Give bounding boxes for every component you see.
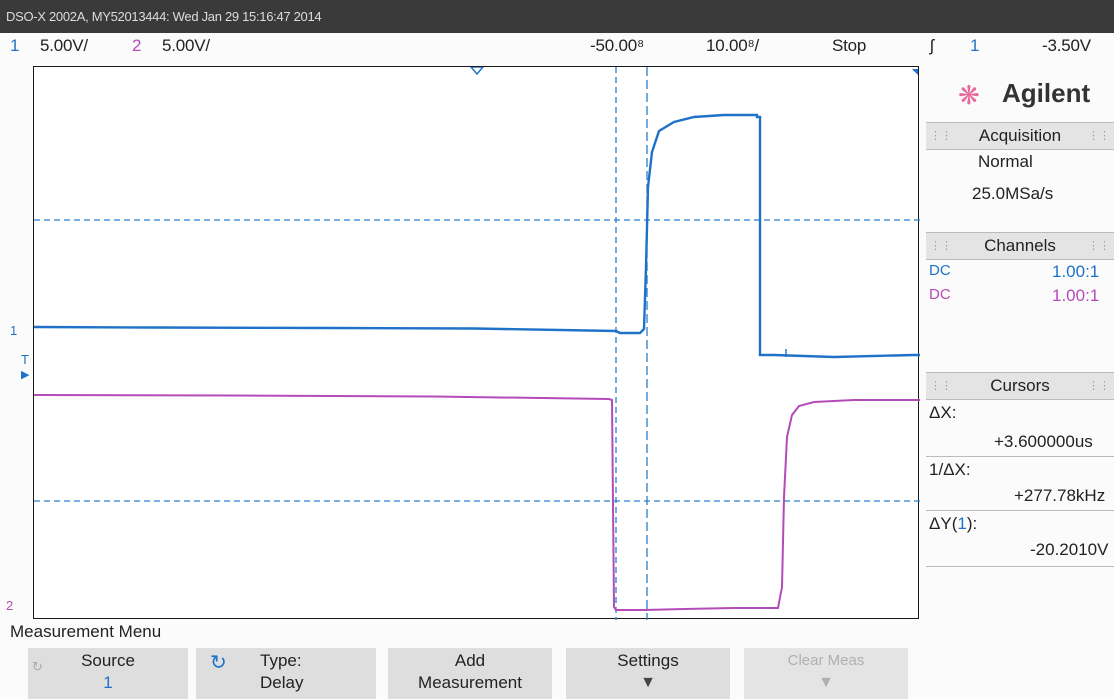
grip-icon: ⋮⋮	[1088, 380, 1110, 392]
settings-softkey-label: Settings	[617, 651, 679, 670]
ch1-ground-marker[interactable]: 1	[10, 323, 18, 338]
time-scale[interactable]: 10.00⁸/	[706, 36, 760, 55]
submenu-arrow-icon: ▼	[818, 674, 834, 691]
cursor-dy-suffix: ):	[966, 514, 978, 533]
run-state[interactable]: Stop	[832, 36, 867, 55]
waveform-canvas	[34, 67, 920, 620]
screen-corner-marker	[912, 69, 918, 75]
ch1-probe: 1.00:1	[1052, 262, 1100, 281]
type-softkey-label: Type:	[260, 651, 302, 670]
ch1-scale[interactable]: 5.00V/	[40, 36, 88, 55]
divider	[926, 456, 1114, 457]
acquisition-heading-label: Acquisition	[978, 126, 1062, 145]
submenu-arrow-icon: ▼	[640, 674, 656, 691]
type-softkey-value: Delay	[260, 673, 304, 692]
info-sidebar	[926, 66, 1114, 619]
settings-softkey[interactable]: Settings ▼	[566, 648, 730, 699]
cursor-inv-dx-label: 1/ΔX:	[929, 460, 971, 479]
trigger-level[interactable]: -3.50V	[1042, 36, 1091, 55]
ch2-scale[interactable]: 5.00V/	[162, 36, 210, 55]
time-offset[interactable]: -50.00⁸	[590, 36, 644, 55]
acquisition-heading[interactable]: ⋮⋮ Acquisition ⋮⋮	[926, 122, 1114, 150]
grip-icon: ⋮⋮	[1088, 130, 1110, 142]
trigger-level-marker[interactable]: T	[21, 352, 29, 367]
add-softkey-value: Measurement	[418, 673, 522, 692]
ch1-number[interactable]: 1	[10, 36, 20, 55]
grip-icon: ⋮⋮	[930, 240, 952, 252]
divider	[926, 566, 1114, 567]
clear-meas-softkey[interactable]: Clear Meas ▼	[744, 648, 908, 699]
measurement-menu-title: Measurement Menu	[10, 622, 162, 641]
grip-icon: ⋮⋮	[930, 130, 952, 142]
acquisition-rate: 25.0MSa/s	[972, 184, 1054, 203]
cursor-dx-label: ΔX:	[929, 403, 957, 422]
trigger-source[interactable]: 1	[970, 36, 980, 55]
grip-icon: ⋮⋮	[930, 380, 952, 392]
ch2-trace	[34, 394, 920, 611]
type-softkey[interactable]: ↻ Type: Delay	[196, 648, 376, 699]
cursor-inv-dx-value: +277.78kHz	[1014, 486, 1106, 505]
ch2-probe: 1.00:1	[1052, 286, 1100, 305]
trigger-position-marker	[470, 67, 484, 76]
cursors-heading-label: Cursors	[990, 376, 1050, 395]
grip-icon: ⋮⋮	[1088, 240, 1110, 252]
cursor-dx-value: +3.600000us	[994, 432, 1093, 451]
cursor-dy-value: -20.2010V	[1030, 540, 1109, 559]
window-title-bar: DSO-X 2002A, MY52013444: Wed Jan 29 15:1…	[0, 0, 1114, 33]
channels-heading[interactable]: ⋮⋮ Channels ⋮⋮	[926, 232, 1114, 260]
softkey-knob-icon: ↻	[32, 659, 43, 674]
ch1-trace	[34, 113, 920, 359]
cursors-heading[interactable]: ⋮⋮ Cursors ⋮⋮	[926, 372, 1114, 400]
agilent-spark-icon: ❋	[958, 80, 980, 110]
source-softkey-label: Source	[81, 651, 135, 670]
trigger-level-arrow-icon: ▶	[21, 369, 30, 381]
acquisition-mode: Normal	[978, 152, 1033, 171]
source-softkey-value: 1	[103, 673, 113, 692]
add-softkey-label: Add	[454, 651, 486, 670]
ch2-number[interactable]: 2	[132, 36, 142, 55]
softkey-knob-icon: ↻	[210, 652, 227, 674]
clear-softkey-label: Clear Meas	[787, 652, 865, 669]
cursor-dy-channel: 1	[957, 514, 967, 533]
brand-logo: Agilent	[1002, 78, 1091, 108]
ch1-coupling: DC	[929, 262, 951, 279]
channels-heading-label: Channels	[984, 236, 1056, 255]
add-measurement-softkey[interactable]: Add Measurement	[388, 648, 552, 699]
trigger-edge-icon: ʃ	[930, 36, 934, 55]
ch2-coupling: DC	[929, 286, 951, 303]
ch2-ground-marker[interactable]: 2	[6, 598, 14, 613]
source-softkey[interactable]: ↻ Source 1	[28, 648, 188, 699]
divider	[926, 510, 1114, 511]
waveform-display[interactable]	[33, 66, 920, 620]
cursor-dy-label: ΔY(1):	[929, 514, 977, 534]
cursor-dy-prefix: ΔY(	[929, 514, 958, 533]
